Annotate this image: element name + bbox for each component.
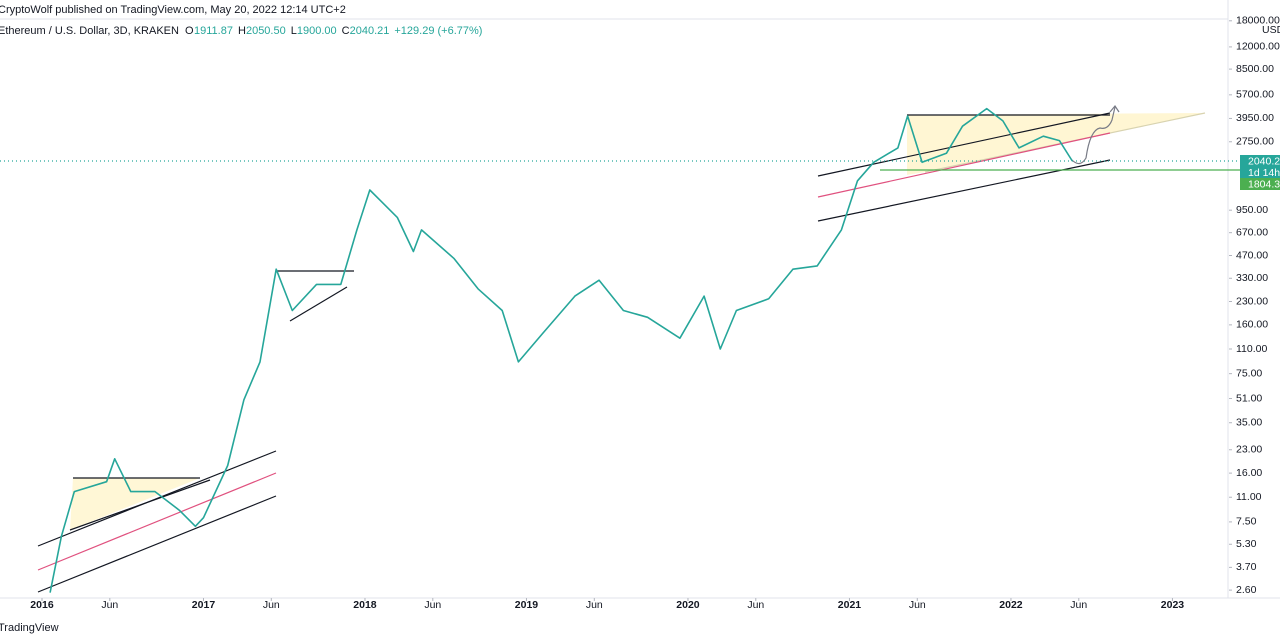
ohlc-key: H <box>238 25 246 37</box>
publisher: CryptoWolf published on TradingView.com,… <box>0 4 346 16</box>
y-tick-label: 12000.00 <box>1236 41 1280 53</box>
y-tick-label: 16.00 <box>1236 467 1262 479</box>
x-tick-label: Jun <box>1070 599 1087 611</box>
y-tick-label: 8500.00 <box>1236 63 1274 75</box>
y-tick-label: 11.00 <box>1236 491 1262 503</box>
channel-line <box>37 450 277 547</box>
ohlc-value: +129.29 (+6.77%) <box>394 25 482 37</box>
x-tick-label: 2020 <box>676 599 700 611</box>
price-axis: 18000.00 12000.00 8500.00 5700.00 3950.00 275… <box>1229 15 1280 596</box>
y-tick-label: 18000.00 <box>1236 15 1280 27</box>
currency: USD <box>1262 24 1280 36</box>
channel-mid <box>37 472 277 571</box>
footer: TradingView <box>0 622 59 634</box>
y-tick-label: 230.00 <box>1236 295 1268 307</box>
projection-arrow <box>1071 106 1116 165</box>
y-tick-label: 7.50 <box>1236 516 1257 528</box>
y-tick-label: 23.00 <box>1236 444 1262 456</box>
ohlc-key: C <box>342 25 350 37</box>
drawings <box>0 104 1240 593</box>
x-tick-label: Jun <box>424 599 441 611</box>
x-tick-label: Jun <box>263 599 280 611</box>
y-tick-label: 2750.00 <box>1236 136 1274 148</box>
x-tick-label: 2017 <box>192 599 216 611</box>
y-tick-label: 35.00 <box>1236 417 1262 429</box>
y-tick-label: 110.00 <box>1236 343 1267 355</box>
countdown-text: 1d 14h <box>1248 167 1280 179</box>
y-tick-label: 51.00 <box>1236 392 1262 404</box>
y-tick-label: 3950.00 <box>1236 112 1274 124</box>
y-tick-label: 470.00 <box>1236 249 1268 261</box>
trend-line <box>289 286 348 322</box>
y-tick-label: 5700.00 <box>1236 89 1274 101</box>
triangle-fill <box>70 478 200 530</box>
plot <box>49 107 1073 593</box>
arrow-head <box>1109 104 1120 113</box>
channel-line <box>37 495 277 593</box>
x-tick-label: Jun <box>101 599 118 611</box>
x-tick-label: 2016 <box>30 599 54 611</box>
level-badge-text: 1804.3 <box>1248 178 1280 190</box>
x-tick-label: Jun <box>586 599 603 611</box>
x-tick-label: 2021 <box>838 599 862 611</box>
price-line-series <box>49 107 1073 593</box>
ohlc-value: 2050.50 <box>246 25 286 37</box>
ohlc-value: 1911.87 <box>194 25 233 37</box>
y-tick-label: 160.00 <box>1236 319 1268 331</box>
ohlc-value: 2040.21 <box>350 25 390 37</box>
ohlc-value: 1900.00 <box>297 25 337 37</box>
price-badge-text: 2040.2 <box>1248 155 1280 167</box>
x-tick-label: 2018 <box>353 599 377 611</box>
y-tick-label: 950.00 <box>1236 204 1268 216</box>
level-badge <box>1240 178 1280 190</box>
y-tick-label: 75.00 <box>1236 367 1262 379</box>
x-tick-label: 2019 <box>515 599 539 611</box>
x-tick-label: 2023 <box>1161 599 1185 611</box>
x-tick-label: 2022 <box>999 599 1023 611</box>
channel-line <box>817 112 1111 177</box>
y-tick-label: 330.00 <box>1236 272 1268 284</box>
y-tick-label: 670.00 <box>1236 226 1268 238</box>
countdown-badge <box>1240 167 1280 178</box>
price-badge <box>1240 155 1280 167</box>
x-tick-label: Jun <box>747 599 764 611</box>
y-tick-label: 5.30 <box>1236 538 1257 550</box>
x-tick-label: Jun <box>909 599 926 611</box>
symbol: Ethereum / U.S. Dollar, 3D, KRAKEN <box>0 25 179 37</box>
ohlc-key: O <box>185 25 194 37</box>
y-tick-label: 2.60 <box>1236 584 1257 596</box>
ohlc-key: L <box>291 25 297 37</box>
y-tick-label: 3.70 <box>1236 561 1257 573</box>
